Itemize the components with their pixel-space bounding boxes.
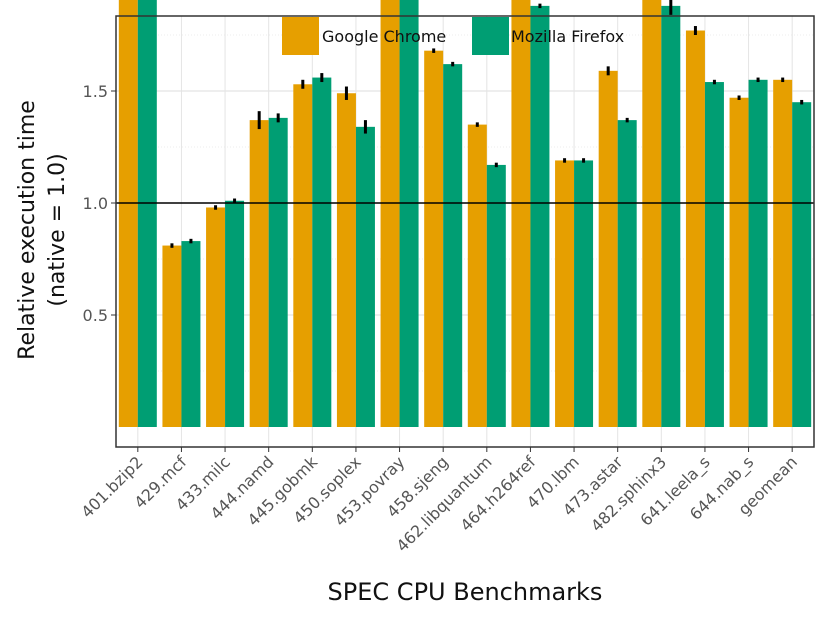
y-tick-label: 0.5 bbox=[83, 306, 108, 325]
legend: Google Chrome Mozilla Firefox bbox=[282, 17, 624, 55]
legend-swatch-mozilla-firefox bbox=[472, 17, 509, 55]
bar-google-chrome-450-soplex bbox=[336, 93, 356, 428]
bar-mozilla-firefox-644-nab-s bbox=[748, 79, 768, 428]
bar-mozilla-firefox-464-h264ref bbox=[530, 5, 550, 427]
legend-label-google-chrome: Google Chrome bbox=[322, 27, 446, 46]
x-tick-label-401-bzip2: 401.bzip2 bbox=[77, 452, 146, 521]
bar-google-chrome-482-sphinx3 bbox=[642, 0, 662, 427]
bar-google-chrome-401-bzip2 bbox=[118, 0, 138, 427]
y-tick-label: 1.5 bbox=[83, 82, 108, 101]
bar-mozilla-firefox-453-povray bbox=[399, 0, 419, 427]
y-axis-title-line2: (native = 1.0) bbox=[45, 153, 70, 306]
bar-mozilla-firefox-geomean bbox=[792, 102, 812, 427]
bar-mozilla-firefox-482-sphinx3 bbox=[661, 5, 681, 427]
bar-google-chrome-473-astar bbox=[598, 70, 618, 427]
bar-google-chrome-458-sjeng bbox=[424, 50, 444, 428]
x-axis-title: SPEC CPU Benchmarks bbox=[328, 578, 603, 606]
y-axis-title-line1: Relative execution time bbox=[15, 100, 40, 360]
bar-google-chrome-444-namd bbox=[249, 120, 269, 428]
legend-label-mozilla-firefox: Mozilla Firefox bbox=[511, 27, 624, 46]
bar-mozilla-firefox-401-bzip2 bbox=[137, 0, 157, 427]
bar-mozilla-firefox-433-milc bbox=[225, 200, 245, 427]
legend-swatch-google-chrome bbox=[282, 17, 319, 55]
bar-google-chrome-464-h264ref bbox=[511, 0, 531, 427]
bar-mozilla-firefox-470-lbm bbox=[574, 160, 594, 427]
bar-google-chrome-470-lbm bbox=[555, 160, 575, 427]
plot-frame bbox=[115, 15, 815, 448]
bar-mozilla-firefox-444-namd bbox=[268, 117, 288, 427]
bar-google-chrome-462-libquantum bbox=[467, 124, 487, 427]
bar-mozilla-firefox-445-gobmk bbox=[312, 77, 332, 427]
bar-layer bbox=[118, 0, 812, 428]
bar-mozilla-firefox-462-libquantum bbox=[486, 164, 506, 428]
bar-mozilla-firefox-473-astar bbox=[617, 120, 637, 428]
bar-google-chrome-429-mcf bbox=[162, 245, 182, 427]
bar-mozilla-firefox-641-leela-s bbox=[704, 82, 724, 427]
bar-google-chrome-445-gobmk bbox=[293, 84, 313, 427]
bar-mozilla-firefox-450-soplex bbox=[355, 126, 375, 427]
bar-google-chrome-433-milc bbox=[206, 207, 226, 427]
y-tick-label: 1.0 bbox=[83, 194, 108, 213]
bar-mozilla-firefox-429-mcf bbox=[181, 241, 201, 427]
bar-google-chrome-453-povray bbox=[380, 0, 400, 427]
bar-mozilla-firefox-458-sjeng bbox=[443, 64, 463, 428]
bar-google-chrome-641-leela-s bbox=[685, 30, 705, 428]
bar-google-chrome-geomean bbox=[773, 79, 793, 428]
bar-google-chrome-644-nab-s bbox=[729, 97, 749, 427]
